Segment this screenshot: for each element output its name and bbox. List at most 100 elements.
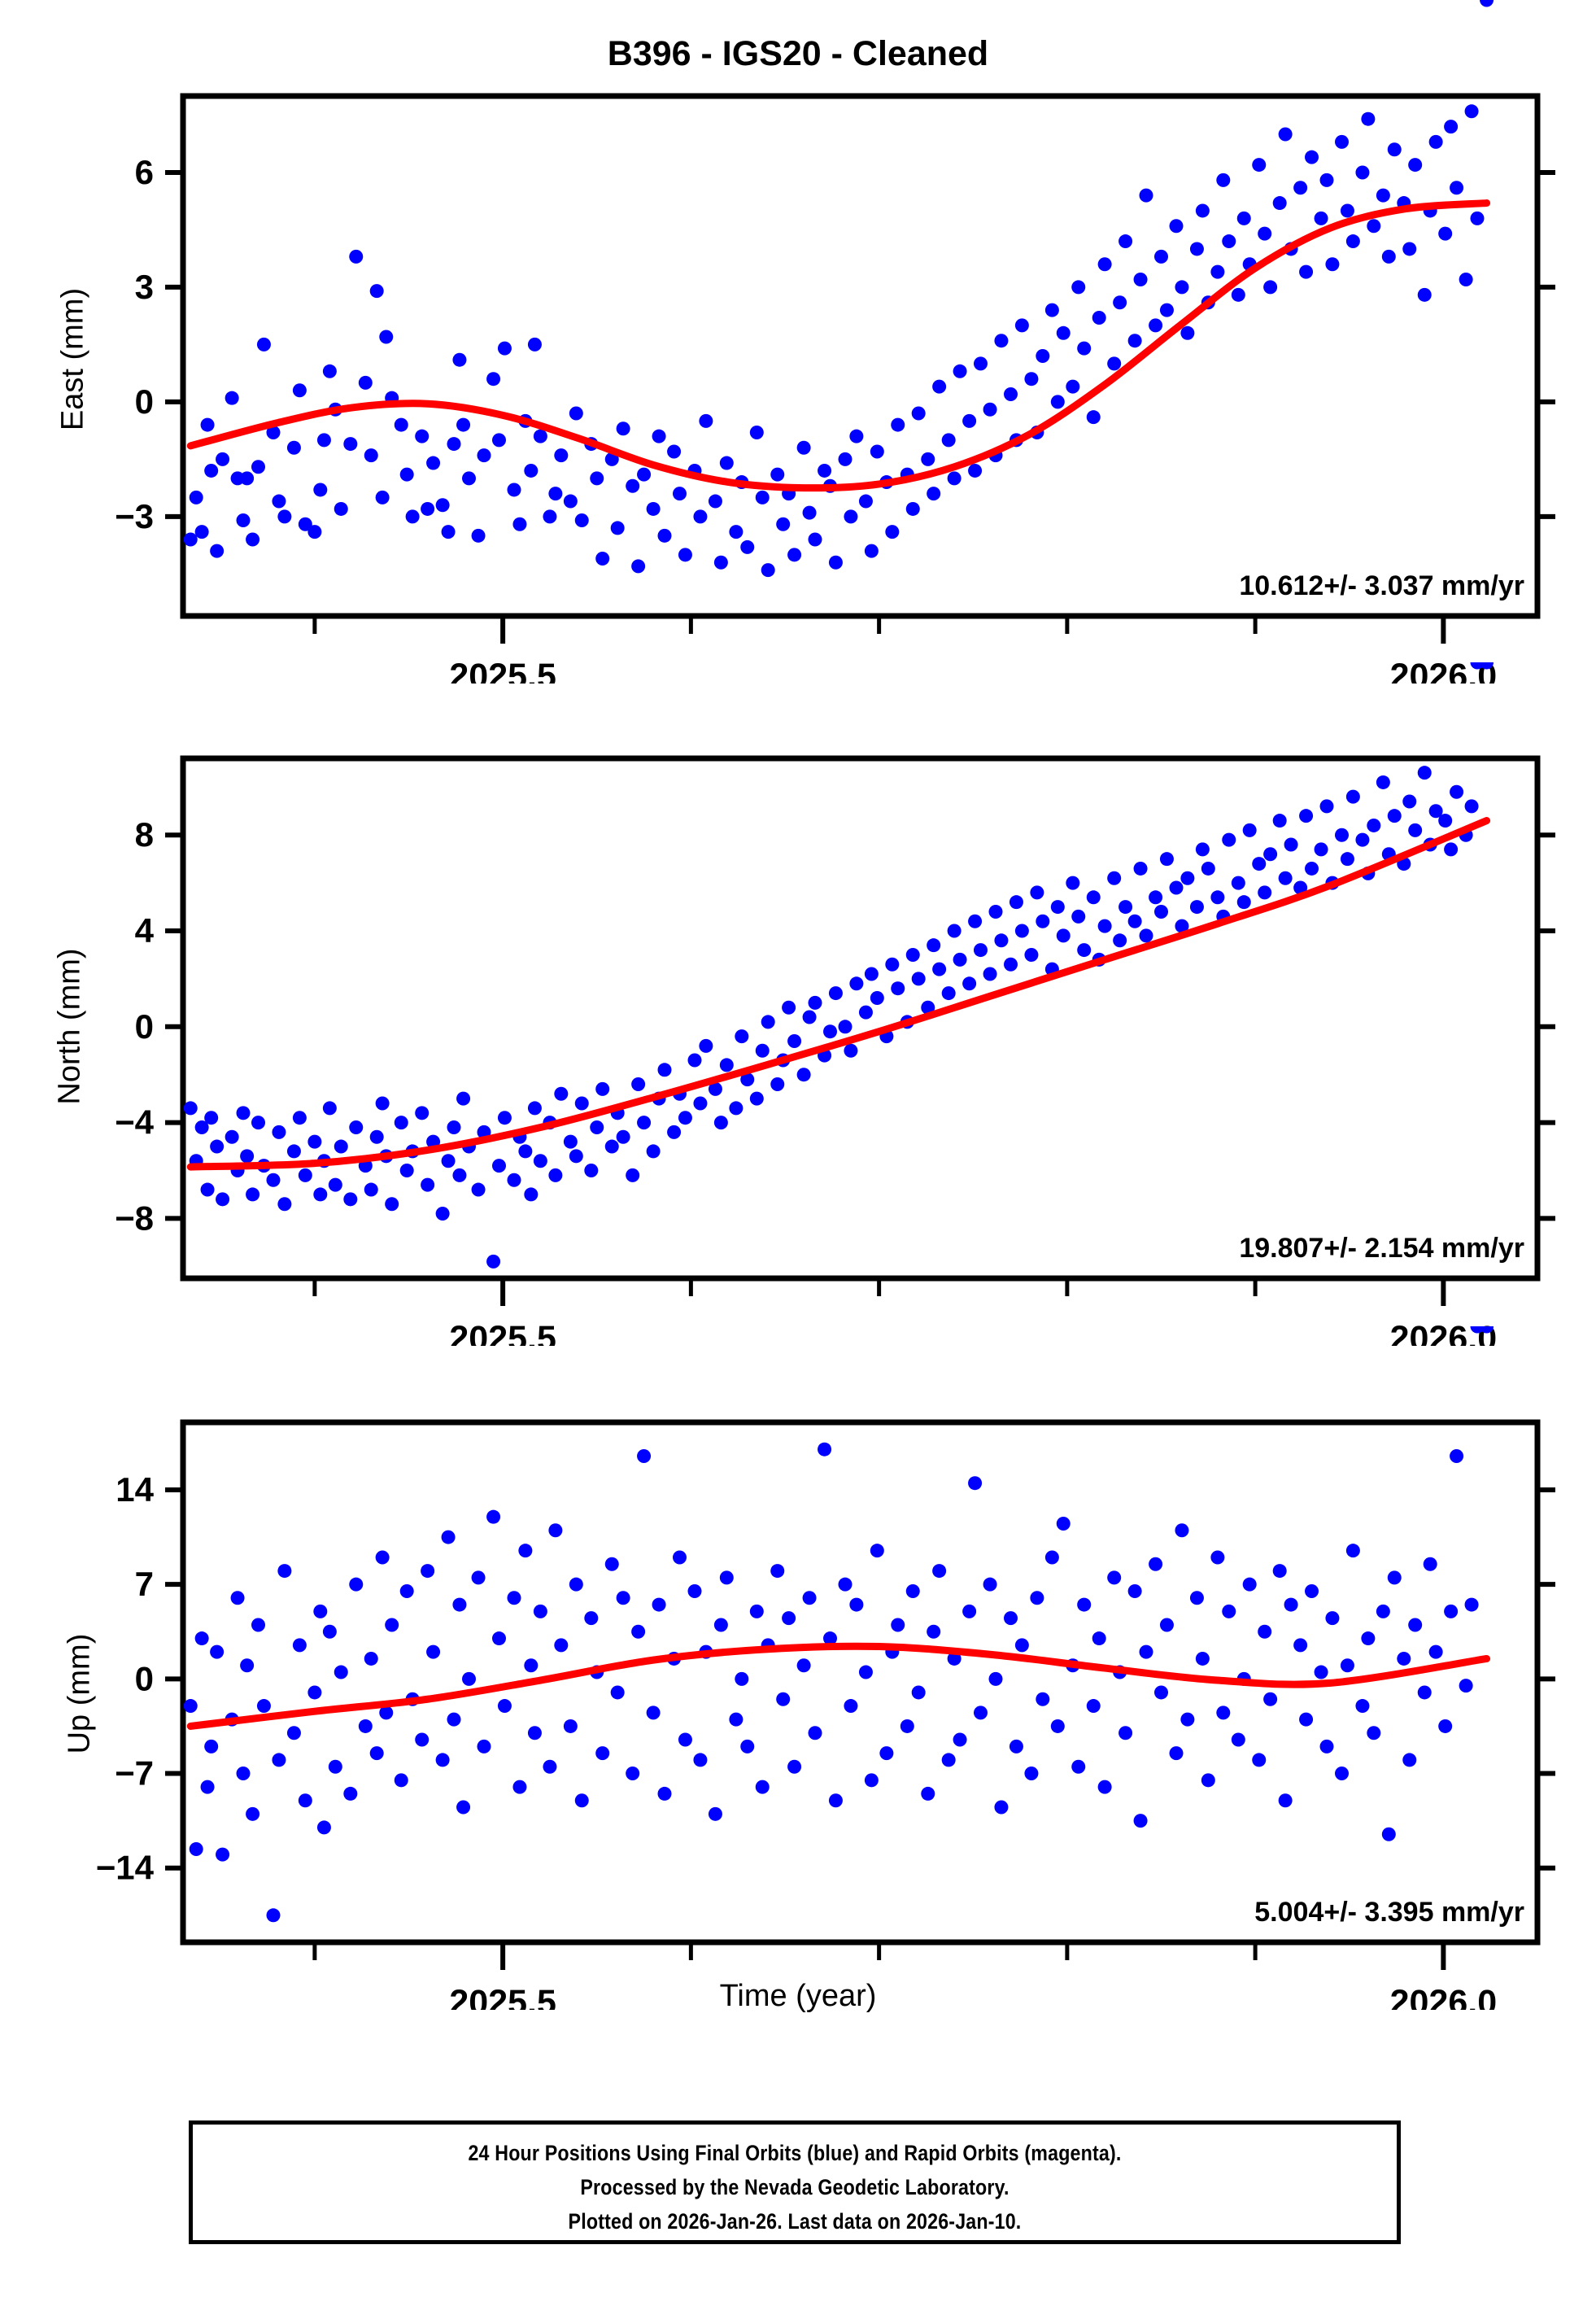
data-point — [719, 1570, 734, 1585]
data-point — [1293, 181, 1308, 195]
data-point — [394, 417, 408, 432]
data-point — [905, 501, 920, 516]
x-axis-label: Time (year) — [719, 1979, 877, 2013]
data-point — [761, 1015, 775, 1029]
data-point — [687, 1053, 702, 1068]
data-point — [1169, 880, 1184, 895]
data-point — [349, 1120, 364, 1134]
data-point — [394, 1773, 408, 1788]
data-point — [1258, 226, 1272, 241]
data-point — [631, 1624, 646, 1639]
data-point — [204, 1739, 219, 1754]
data-point — [1180, 325, 1195, 340]
data-point — [1376, 775, 1390, 789]
data-point — [1299, 1712, 1314, 1727]
data-point — [693, 1096, 708, 1111]
x-tick-label: 2025.5 — [449, 1983, 556, 2010]
y-tick-label: 6 — [135, 153, 154, 191]
data-point — [828, 986, 843, 1001]
data-point — [512, 1780, 527, 1794]
data-point — [1175, 1523, 1189, 1538]
data-point — [1450, 181, 1464, 195]
data-point — [818, 1442, 832, 1457]
data-point — [953, 364, 967, 378]
data-point — [787, 1759, 802, 1774]
data-point — [210, 1644, 225, 1659]
data-point — [200, 1780, 215, 1794]
data-point — [770, 1077, 785, 1091]
data-point — [968, 914, 983, 928]
data-point — [994, 933, 1009, 948]
data-point — [236, 1106, 251, 1120]
data-point — [1169, 1746, 1184, 1761]
data-point — [844, 509, 858, 524]
data-point — [699, 413, 713, 428]
data-point — [1236, 895, 1251, 910]
data-point — [1284, 837, 1298, 852]
data-point — [328, 1177, 342, 1192]
data-point — [1216, 1705, 1231, 1720]
data-point — [1325, 257, 1340, 272]
data-point — [548, 1523, 563, 1538]
rate-annotation: 19.807+/- 2.154 mm/yr — [1239, 1233, 1524, 1264]
y-tick-label: −14 — [96, 1849, 155, 1887]
data-point — [1149, 1557, 1163, 1571]
y-tick-label: 4 — [135, 911, 155, 950]
data-point — [849, 1597, 864, 1612]
data-point — [631, 559, 646, 574]
data-point — [891, 1618, 905, 1632]
data-point — [1133, 273, 1148, 287]
data-point — [1139, 1644, 1153, 1659]
data-point — [200, 1182, 215, 1197]
data-point — [749, 1604, 764, 1618]
data-point — [236, 1767, 251, 1781]
data-point — [471, 1182, 486, 1197]
data-point — [708, 494, 722, 509]
x-tick-label: 2025.5 — [449, 657, 556, 684]
data-point — [1036, 1692, 1050, 1706]
data-point — [1180, 871, 1195, 885]
data-point — [584, 1163, 599, 1177]
data-point — [334, 1665, 348, 1679]
data-point — [921, 452, 935, 466]
data-point — [1004, 957, 1018, 972]
data-point — [667, 1125, 682, 1139]
data-point — [740, 539, 755, 554]
data-point — [755, 1780, 770, 1794]
data-point — [1159, 1618, 1174, 1632]
data-point — [456, 417, 471, 432]
data-point — [962, 976, 977, 991]
data-point — [1092, 1631, 1106, 1646]
data-point — [240, 1658, 255, 1673]
data-point — [584, 1611, 599, 1626]
data-point — [518, 1544, 533, 1558]
data-point — [1133, 1814, 1148, 1828]
data-point — [1097, 1780, 1112, 1794]
data-point — [1417, 766, 1432, 780]
data-point — [569, 1149, 583, 1164]
data-point — [626, 1767, 640, 1781]
data-point — [782, 1611, 796, 1626]
data-point — [749, 425, 764, 439]
data-point — [189, 490, 203, 504]
data-point — [548, 1168, 563, 1182]
data-point — [1272, 196, 1287, 211]
data-point — [864, 544, 879, 558]
data-point — [983, 967, 997, 981]
data-point — [802, 505, 817, 520]
data-point — [1258, 885, 1272, 900]
data-point — [932, 379, 947, 394]
data-point — [838, 452, 853, 466]
data-point — [1305, 150, 1319, 164]
data-point — [399, 1163, 414, 1177]
data-point — [524, 1187, 539, 1202]
data-point — [477, 448, 491, 463]
data-point — [266, 425, 281, 439]
data-point — [595, 552, 610, 566]
data-point — [604, 1139, 619, 1154]
data-point — [823, 1024, 837, 1039]
data-point — [225, 1129, 239, 1144]
data-point — [313, 1187, 328, 1202]
data-point — [527, 337, 542, 352]
data-point — [1014, 318, 1029, 333]
